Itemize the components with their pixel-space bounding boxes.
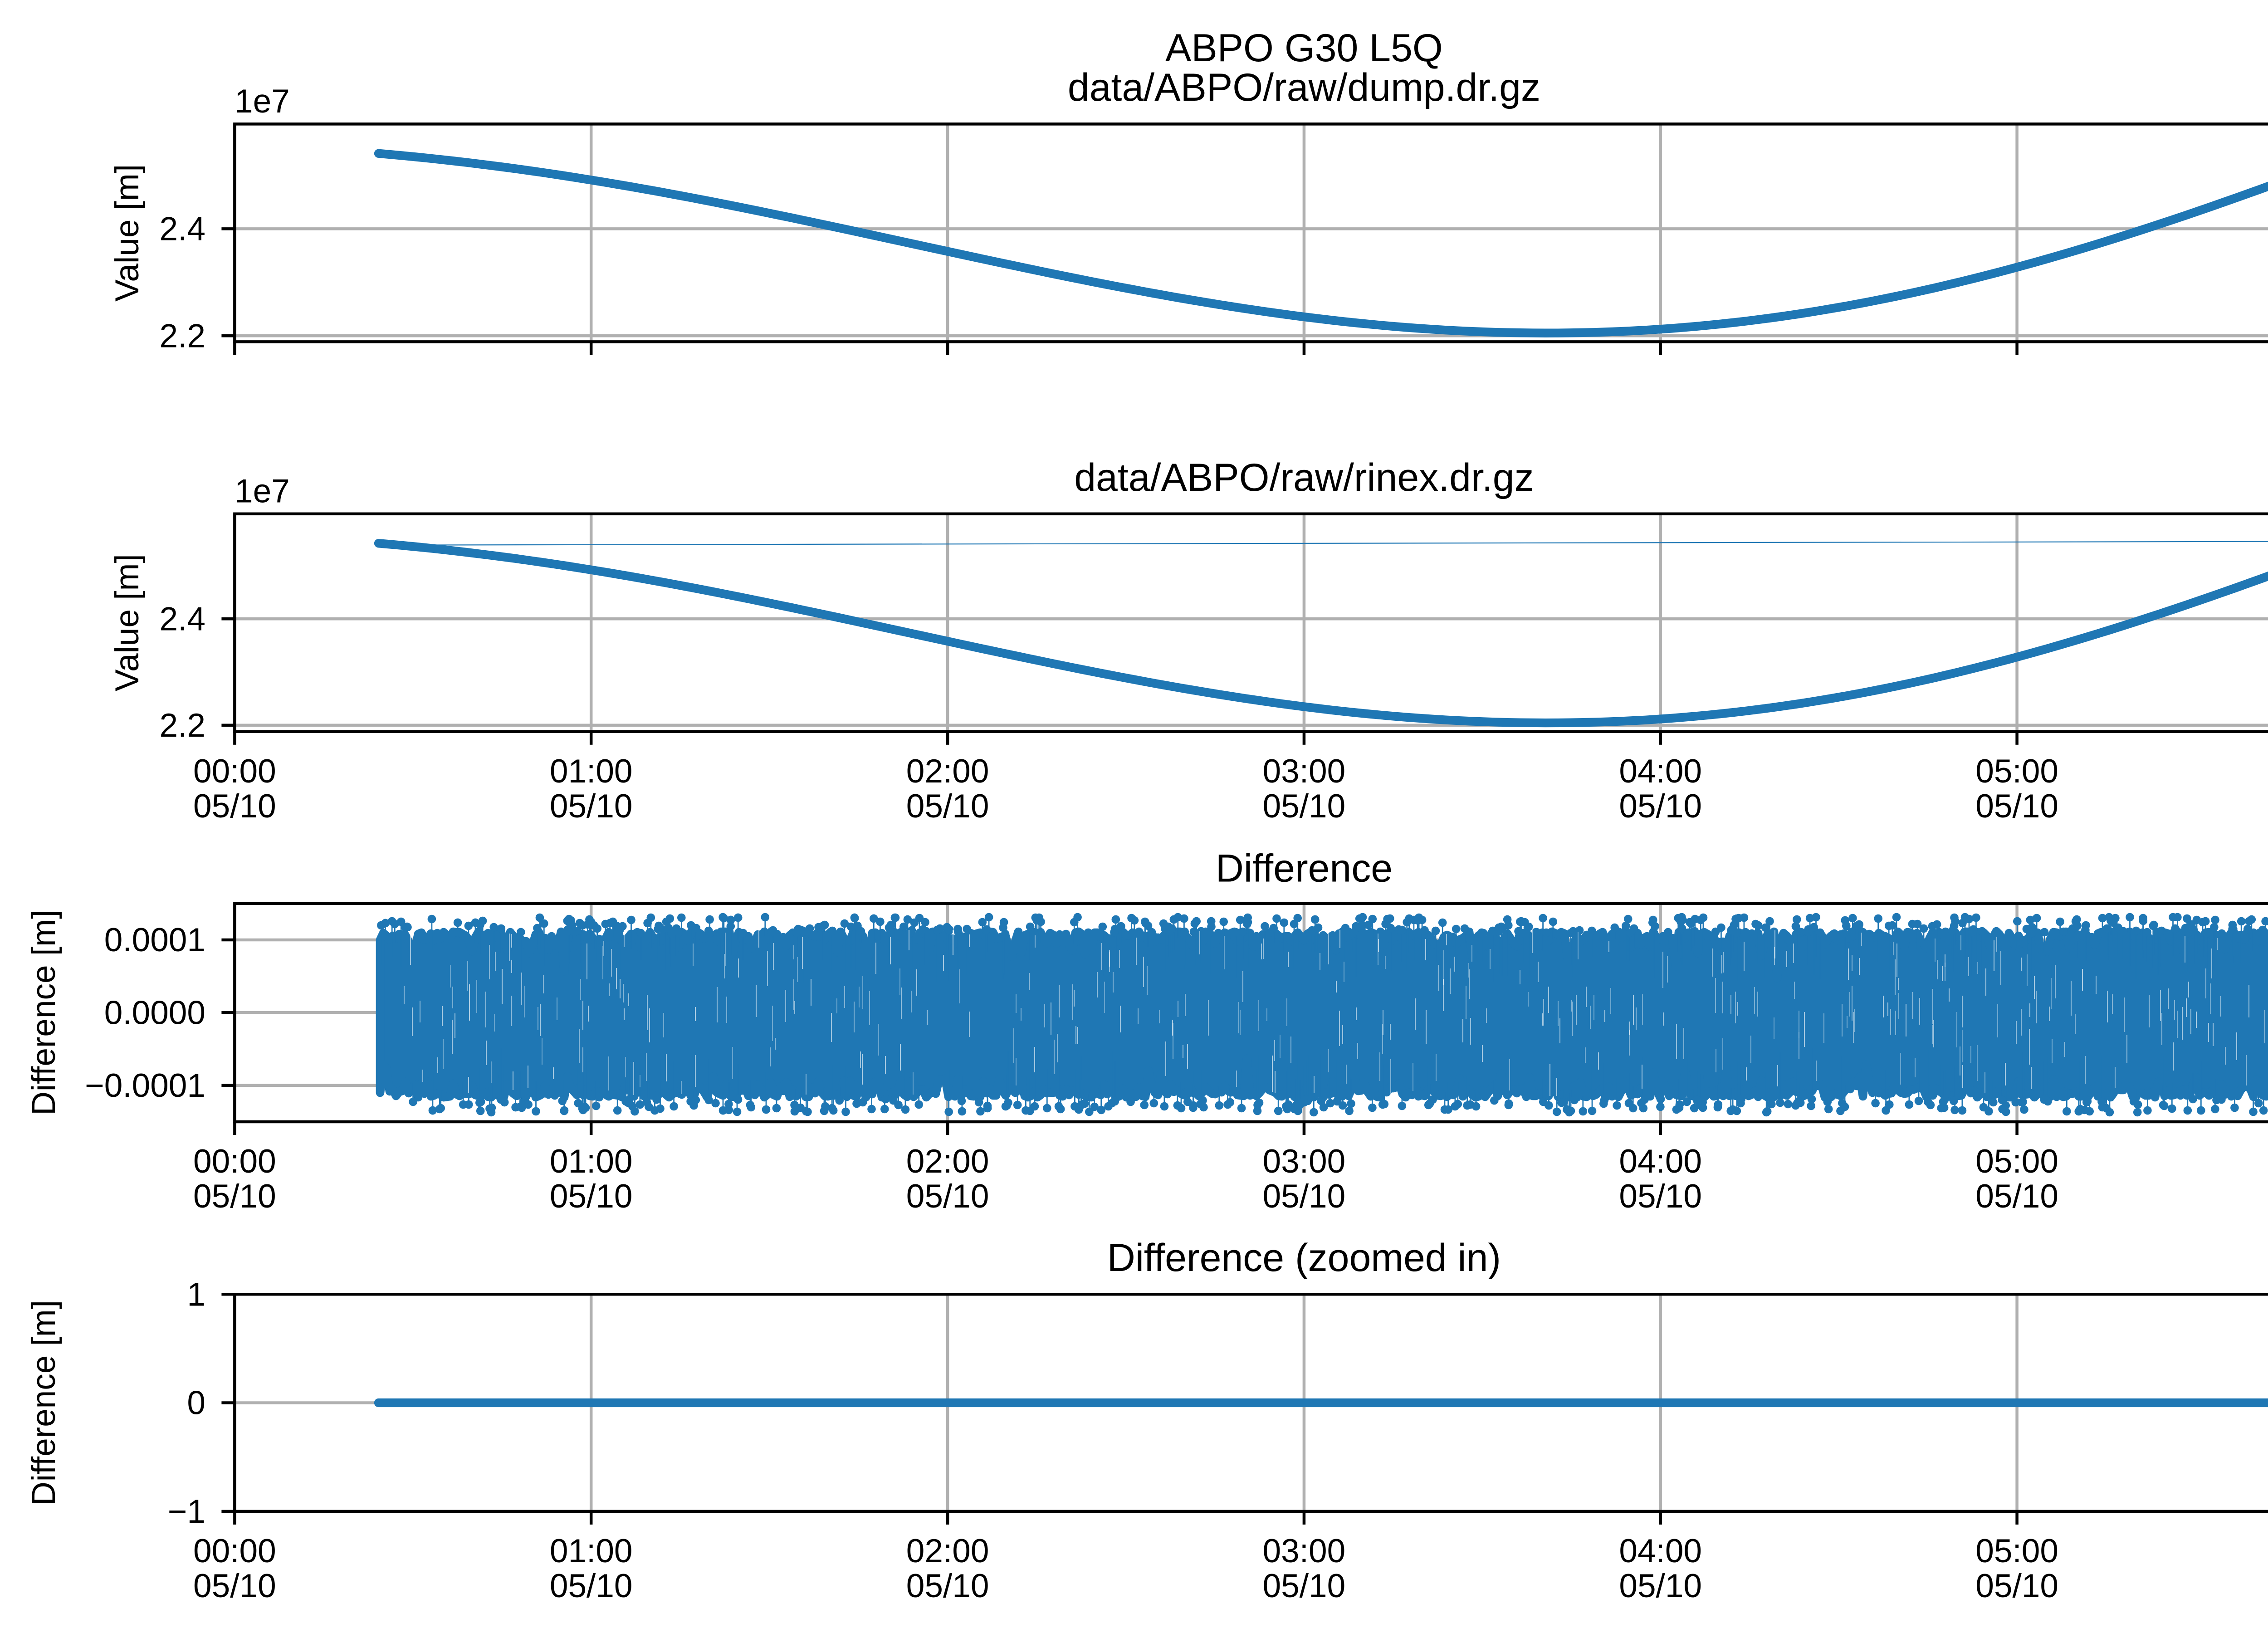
svg-text:2.4: 2.4 (160, 601, 205, 637)
svg-text:04:00: 04:00 (1619, 1143, 1702, 1180)
svg-text:03:00: 03:00 (1263, 1143, 1346, 1180)
svg-text:05/10: 05/10 (193, 1178, 276, 1215)
svg-text:05/10: 05/10 (1263, 788, 1346, 825)
svg-text:1e7: 1e7 (235, 473, 290, 509)
svg-text:05/10: 05/10 (1619, 1568, 1702, 1604)
svg-text:0.0000: 0.0000 (104, 995, 205, 1032)
svg-text:01:00: 01:00 (550, 753, 633, 790)
svg-text:2.2: 2.2 (160, 318, 205, 354)
svg-text:00:00: 00:00 (193, 753, 276, 790)
svg-text:05:00: 05:00 (1975, 1143, 2058, 1180)
svg-text:05/10: 05/10 (1975, 1178, 2058, 1215)
svg-text:Difference (zoomed in): Difference (zoomed in) (1107, 1236, 1501, 1280)
svg-text:Difference [m]: Difference [m] (25, 910, 62, 1115)
svg-text:05/10: 05/10 (550, 1178, 633, 1215)
svg-text:05/10: 05/10 (906, 1178, 989, 1215)
svg-text:05/10: 05/10 (906, 1568, 989, 1604)
svg-text:05/10: 05/10 (1263, 1568, 1346, 1604)
svg-text:02:00: 02:00 (906, 753, 989, 790)
svg-text:01:00: 01:00 (550, 1533, 633, 1569)
svg-text:1: 1 (187, 1276, 205, 1313)
svg-text:05:00: 05:00 (1975, 1533, 2058, 1569)
svg-text:05/10: 05/10 (193, 1568, 276, 1604)
svg-text:05/10: 05/10 (550, 788, 633, 825)
svg-text:−1: −1 (168, 1493, 205, 1530)
svg-text:03:00: 03:00 (1263, 1533, 1346, 1569)
svg-text:04:00: 04:00 (1619, 1533, 1702, 1569)
svg-text:Difference [m]: Difference [m] (25, 1300, 62, 1506)
svg-text:01:00: 01:00 (550, 1143, 633, 1180)
svg-text:05/10: 05/10 (1263, 1178, 1346, 1215)
svg-text:05/10: 05/10 (1975, 1568, 2058, 1604)
svg-text:04:00: 04:00 (1619, 753, 1702, 790)
svg-text:05/10: 05/10 (1619, 788, 1702, 825)
svg-text:05/10: 05/10 (550, 1568, 633, 1604)
svg-text:05/10: 05/10 (193, 788, 276, 825)
svg-text:2.2: 2.2 (160, 707, 205, 744)
svg-text:Difference: Difference (1216, 846, 1393, 890)
svg-text:data/ABPO/raw/rinex.dr.gz: data/ABPO/raw/rinex.dr.gz (1074, 456, 1534, 499)
svg-text:ABPO G30 L5Q: ABPO G30 L5Q (1165, 26, 1443, 70)
svg-text:03:00: 03:00 (1263, 753, 1346, 790)
svg-text:02:00: 02:00 (906, 1533, 989, 1569)
svg-text:00:00: 00:00 (193, 1533, 276, 1569)
svg-text:Value [m]: Value [m] (109, 164, 146, 302)
svg-text:2.4: 2.4 (160, 211, 205, 248)
svg-text:02:00: 02:00 (906, 1143, 989, 1180)
svg-text:00:00: 00:00 (193, 1143, 276, 1180)
svg-text:0: 0 (187, 1385, 205, 1422)
svg-text:1e7: 1e7 (235, 83, 290, 120)
svg-text:−0.0001: −0.0001 (85, 1067, 205, 1104)
svg-text:Value [m]: Value [m] (109, 554, 146, 691)
svg-text:0.0001: 0.0001 (104, 922, 205, 958)
svg-text:05/10: 05/10 (906, 788, 989, 825)
svg-text:05/10: 05/10 (1619, 1178, 1702, 1215)
svg-text:data/ABPO/raw/dump.dr.gz: data/ABPO/raw/dump.dr.gz (1068, 66, 1540, 109)
svg-text:05:00: 05:00 (1975, 753, 2058, 790)
svg-text:05/10: 05/10 (1975, 788, 2058, 825)
